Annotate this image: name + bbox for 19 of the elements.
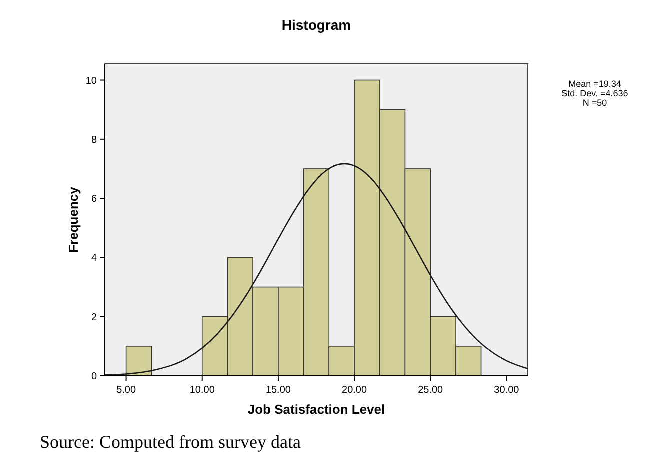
y-tick-label: 0 xyxy=(91,372,98,382)
x-tick-label: 20.00 xyxy=(342,385,368,396)
chart-title: Histogram xyxy=(282,17,352,33)
x-tick-label: 15.00 xyxy=(266,385,292,396)
y-tick-label: 4 xyxy=(91,253,98,264)
x-tick-label: 5.00 xyxy=(116,385,136,396)
text: Mean =19.34 xyxy=(568,79,622,89)
y-axis-title: Frequency xyxy=(66,186,81,253)
text: N =50 xyxy=(582,98,608,108)
x-tick-label: 25.00 xyxy=(418,385,444,396)
x-tick-label: 10.00 xyxy=(190,385,216,396)
y-tick-label: 2 xyxy=(91,312,98,324)
y-tick-label: 10 xyxy=(86,76,98,87)
x-tick-label: 30.00 xyxy=(494,385,520,396)
y-tick-label: 8 xyxy=(91,134,98,146)
y-tick-label: 6 xyxy=(91,194,98,206)
x-axis-title: Job Satisfaction Level xyxy=(248,402,386,417)
text: Std. Dev. =4.636 xyxy=(562,88,628,98)
source-note: Source: Computed from survey data xyxy=(40,432,301,452)
